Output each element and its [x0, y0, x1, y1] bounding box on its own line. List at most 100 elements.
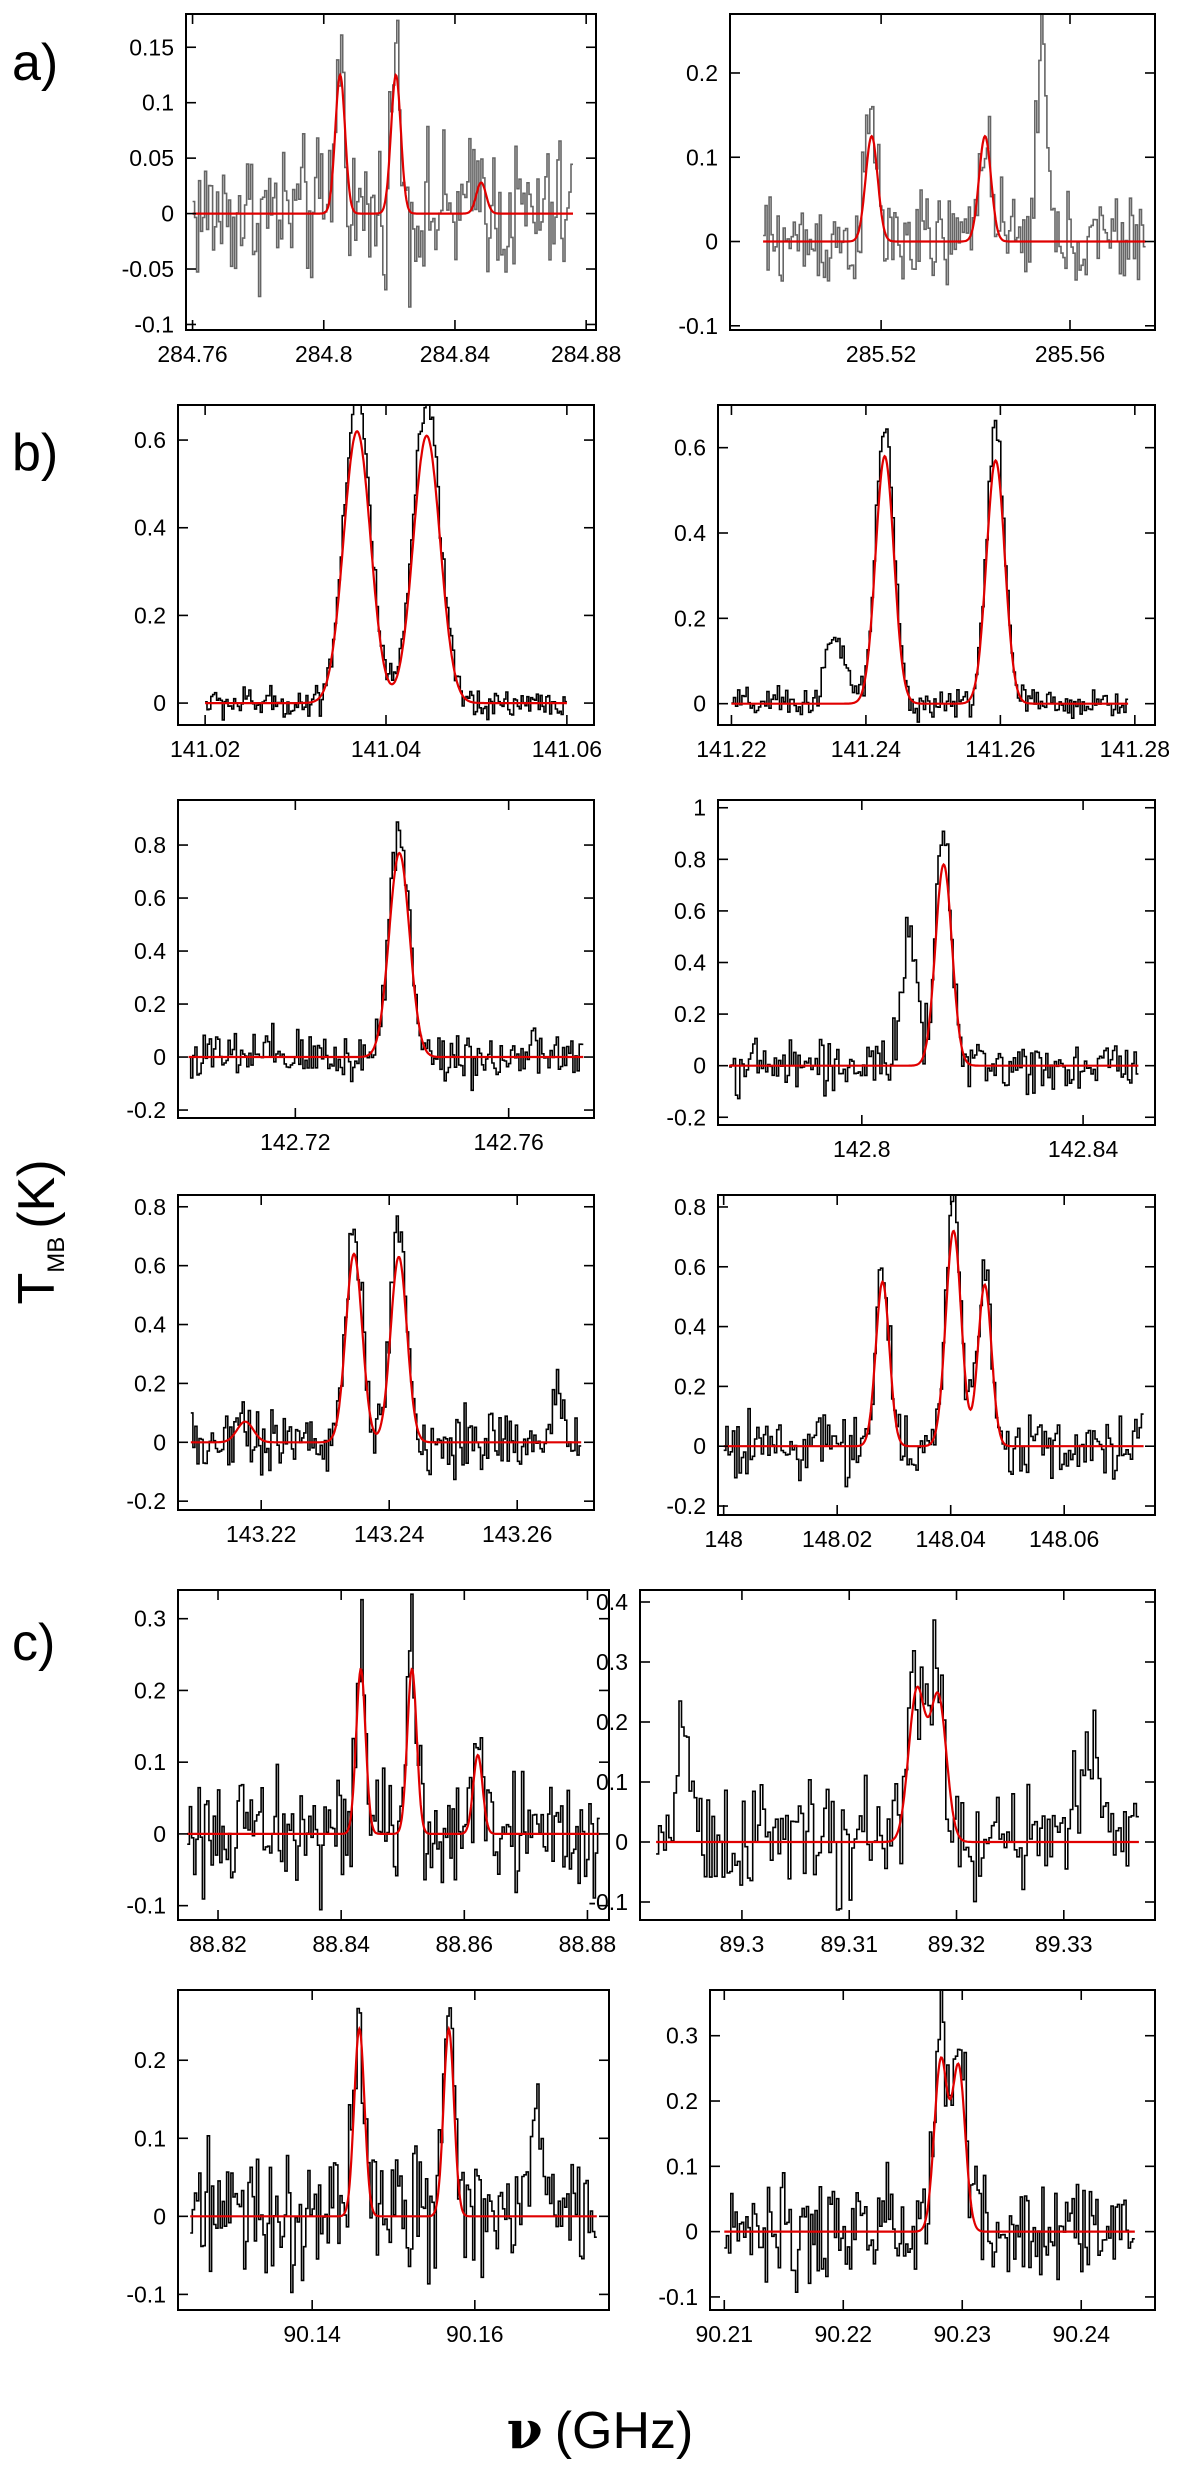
x-tick-label-1-3: 284.84: [420, 341, 491, 367]
y-tick-label-6-1: -0.2: [666, 1104, 706, 1130]
fit-curve-12: [724, 2056, 1135, 2233]
x-tick-label-8-2: 148.02: [802, 1526, 872, 1552]
y-tick-label-5-3: 0.2: [134, 991, 166, 1017]
y-tick-label-11-2: 0: [153, 2203, 166, 2229]
y-tick-label-6-3: 0.2: [674, 1001, 706, 1027]
y-tick-label-5-4: 0.4: [134, 938, 166, 964]
x-tick-label-1-4: 284.88: [551, 341, 621, 367]
y-tick-label-6-5: 0.6: [674, 898, 706, 924]
x-tick-label-7-3: 143.26: [482, 1521, 552, 1547]
x-tick-label-10-3: 89.32: [928, 1931, 986, 1957]
y-tick-label-8-3: 0.2: [674, 1373, 706, 1399]
spectrum-panel-8: 148 148.02 148.04 148.06 -0.2 0 0.2 0.4 0.6 0.8: [666, 1194, 1156, 1552]
y-axis-symbol: T: [8, 1273, 66, 1305]
x-tick-label-12-2: 90.22: [814, 2321, 872, 2347]
panel-letter-a: a): [12, 34, 58, 92]
spectrum-panel-2: 285.52 285.56 -0.1 0 0.1 0.2: [678, 13, 1156, 367]
y-tick-label-3-1: 0: [153, 690, 166, 716]
y-tick-label-1-4: 0.05: [129, 145, 174, 171]
observed-spectrum-8: [723, 1195, 1144, 1488]
fit-curve-9: [187, 1667, 600, 1835]
y-tick-label-8-5: 0.6: [674, 1254, 706, 1280]
y-tick-label-7-2: 0: [153, 1429, 166, 1455]
x-tick-label-11-2: 90.16: [446, 2321, 504, 2347]
y-tick-label-6-4: 0.4: [674, 950, 706, 976]
plot-frame-10: [639, 1589, 1156, 1921]
y-tick-label-7-1: -0.2: [126, 1488, 166, 1514]
plot-frame-1: [185, 13, 597, 331]
spectrum-panel-1: 284.76 284.8 284.84 284.88 -0.1 -0.05 0 0.05 0.1…: [122, 13, 621, 367]
y-tick-label-10-5: 0.3: [596, 1649, 628, 1675]
spectrum-panel-9: 88.82 88.84 88.86 88.88 -0.1 0 0.1 0.2 0.3: [126, 1589, 617, 1957]
fit-curve-1: [192, 72, 573, 215]
y-tick-label-3-3: 0.4: [134, 515, 166, 541]
x-tick-label-4-3: 141.26: [965, 736, 1035, 762]
observed-spectrum-7: [190, 1215, 582, 1481]
spectrum-panel-12: 90.21 90.22 90.23 90.24 -0.1 0 0.1 0.2 0.3: [658, 1989, 1156, 2347]
x-tick-label-7-2: 143.24: [354, 1521, 425, 1547]
observed-spectrum-2: [763, 14, 1146, 286]
x-tick-label-6-2: 142.84: [1048, 1136, 1119, 1162]
x-tick-label-3-1: 141.02: [170, 736, 240, 762]
y-tick-label-1-6: 0.15: [129, 34, 174, 60]
y-tick-label-12-3: 0.1: [666, 2153, 698, 2179]
observed-spectrum-1: [192, 19, 573, 308]
x-tick-label-5-1: 142.72: [260, 1129, 330, 1155]
fit-curve-2: [763, 134, 1146, 243]
x-tick-label-10-1: 89.3: [720, 1931, 765, 1957]
x-tick-label-3-3: 141.06: [532, 736, 602, 762]
y-tick-label-12-4: 0.2: [666, 2088, 698, 2114]
x-tick-label-9-3: 88.86: [436, 1931, 494, 1957]
y-tick-label-5-1: -0.2: [126, 1097, 166, 1123]
x-tick-label-7-1: 143.22: [226, 1521, 296, 1547]
y-tick-label-1-3: 0: [161, 201, 174, 227]
x-axis-symbol: ν: [507, 2400, 543, 2461]
y-tick-label-5-2: 0: [153, 1044, 166, 1070]
y-tick-label-1-1: -0.1: [134, 311, 174, 337]
observed-spectrum-5: [188, 821, 584, 1092]
y-tick-label-2-1: -0.1: [678, 313, 718, 339]
y-tick-label-12-5: 0.3: [666, 2023, 698, 2049]
x-tick-label-3-2: 141.04: [351, 736, 422, 762]
y-tick-label-4-2: 0.2: [674, 605, 706, 631]
observed-spectrum-12: [724, 1990, 1135, 2293]
y-tick-label-9-1: -0.1: [126, 1893, 166, 1919]
y-tick-label-9-2: 0: [153, 1821, 166, 1847]
plot-frame-11: [177, 1989, 610, 2311]
y-tick-label-9-4: 0.2: [134, 1677, 166, 1703]
y-axis-unit: (K): [8, 1159, 66, 1228]
spectrum-panel-7: 143.22 143.24 143.26 -0.2 0 0.2 0.4 0.6 0.8: [126, 1194, 595, 1547]
x-tick-label-9-4: 88.88: [559, 1931, 617, 1957]
plot-frame-2: [729, 13, 1156, 331]
fit-curve-6: [729, 862, 1139, 1067]
y-tick-label-5-5: 0.6: [134, 885, 166, 911]
x-tick-label-2-2: 285.56: [1035, 341, 1105, 367]
y-tick-label-10-6: 0.4: [596, 1589, 628, 1615]
svg-text:TMB(K): TMB (K): [8, 1159, 70, 1304]
plot-frame-12: [709, 1989, 1156, 2311]
panel-letter-c: c): [12, 1614, 55, 1672]
x-tick-label-8-4: 148.06: [1029, 1526, 1099, 1552]
plot-frame-6: [717, 799, 1156, 1126]
x-tick-label-1-2: 284.8: [295, 341, 353, 367]
y-tick-label-9-5: 0.3: [134, 1606, 166, 1632]
x-tick-label-10-4: 89.33: [1035, 1931, 1093, 1957]
spectrum-panel-3: 141.02 141.04 141.06 0 0.2 0.4 0.6: [134, 404, 602, 762]
y-tick-label-11-1: -0.1: [126, 2281, 166, 2307]
x-tick-label-5-2: 142.76: [473, 1129, 543, 1155]
x-tick-label-4-1: 141.22: [696, 736, 766, 762]
observed-spectrum-10: [656, 1619, 1139, 1911]
x-tick-label-4-4: 141.28: [1100, 736, 1170, 762]
y-tick-label-1-2: -0.05: [122, 256, 174, 282]
x-tick-label-10-2: 89.31: [820, 1931, 878, 1957]
x-tick-label-12-4: 90.24: [1052, 2321, 1110, 2347]
y-tick-label-8-1: -0.2: [666, 1493, 706, 1519]
y-tick-label-6-6: 0.8: [674, 846, 706, 872]
y-tick-label-12-1: -0.1: [658, 2284, 698, 2310]
panel-letter-b: b): [12, 424, 58, 482]
spectrum-panel-4: 141.22 141.24 141.26 141.28 0 0.2 0.4 0.6: [674, 404, 1170, 762]
fit-curve-4: [731, 454, 1129, 705]
y-tick-label-10-1: -0.1: [588, 1889, 628, 1915]
fit-curve-7: [190, 1252, 582, 1444]
